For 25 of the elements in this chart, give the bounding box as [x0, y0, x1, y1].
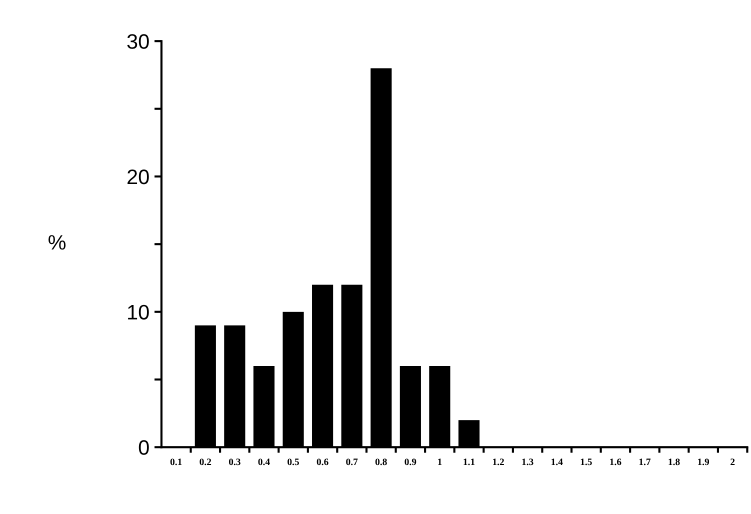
- y-tick-label: 30: [127, 34, 149, 49]
- x-tick-label: 0.3: [228, 458, 240, 466]
- x-tick-label: 1.2: [492, 458, 504, 466]
- y-tick-label: 20: [128, 169, 149, 184]
- x-tick-label: 0.2: [200, 458, 212, 466]
- x-tick-label: 1.4: [552, 458, 563, 466]
- x-tick-label: 0.7: [346, 458, 358, 466]
- x-tick-label: 0.4: [258, 458, 270, 466]
- y-tick-label: 0: [138, 440, 149, 455]
- y-axis-title: %: [48, 235, 66, 250]
- x-tick-label: 0.8: [375, 458, 387, 466]
- x-tick-label: 1.9: [698, 458, 710, 466]
- x-tick-label: 1: [438, 458, 442, 466]
- x-tick-label: 1.6: [610, 458, 622, 466]
- x-tick-label: 0.9: [404, 458, 416, 466]
- x-tick-label: 1.8: [668, 458, 680, 466]
- x-tick-label: 1.5: [580, 458, 592, 466]
- x-tick-label: 0.1: [170, 458, 182, 466]
- x-tick-label: 2: [730, 458, 735, 466]
- y-tick-label: 10: [128, 304, 149, 320]
- x-tick-label: 1.1: [464, 458, 475, 466]
- x-tick-label: 0.5: [288, 458, 299, 466]
- x-tick-label: 1.3: [522, 458, 534, 466]
- x-tick-label: 0.6: [316, 458, 328, 466]
- x-tick-label: 1.7: [639, 458, 651, 466]
